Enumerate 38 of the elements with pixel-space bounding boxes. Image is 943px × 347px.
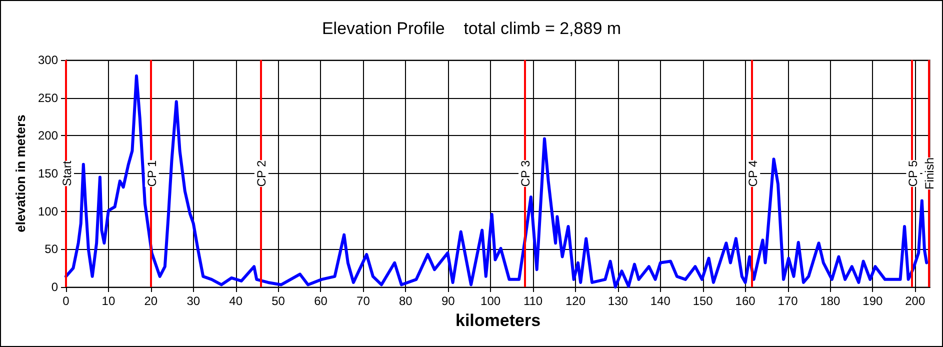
- x-tick-label: 20: [144, 294, 158, 308]
- x-tick-label: 190: [862, 294, 884, 308]
- y-axis-title: elevation in meters: [13, 114, 28, 232]
- y-tick-label: 50: [44, 242, 58, 256]
- y-tick-label: 250: [38, 90, 58, 105]
- ref-line-label: CP 1: [144, 160, 159, 187]
- ref-line-label: CP 3: [518, 160, 533, 187]
- x-tick-label: 120: [565, 294, 586, 308]
- chart-title: Elevation Profile total climb = 2,889 m: [322, 19, 622, 38]
- x-tick-label: 200: [905, 294, 926, 308]
- x-tick-label: 100: [480, 294, 501, 308]
- x-tick-label: 40: [229, 294, 243, 308]
- x-tick-label: 70: [356, 294, 370, 308]
- x-tick-label: 0: [62, 294, 70, 308]
- ref-line-label: CP 4: [746, 160, 760, 187]
- x-tick-label: 30: [186, 294, 200, 308]
- x-tick-label: 170: [778, 294, 798, 308]
- y-tick-label: 150: [38, 166, 58, 180]
- x-tick-label: 60: [314, 294, 328, 308]
- x-tick-label: 130: [608, 294, 628, 308]
- y-tick-label: 100: [38, 204, 58, 218]
- y-tick-label: 200: [38, 128, 58, 143]
- x-tick-label: 90: [441, 294, 456, 308]
- y-tick-label: 300: [38, 53, 58, 67]
- ref-line-label: CP 2: [254, 160, 268, 187]
- y-tick-label: 0: [51, 280, 58, 294]
- x-tick-label: 150: [692, 294, 714, 308]
- ref-line-label: CP 5: [906, 160, 920, 187]
- x-tick-label: 10: [102, 294, 116, 308]
- x-tick-label: 180: [820, 294, 841, 308]
- x-axis-title: kilometers: [455, 310, 541, 330]
- x-tick-label: 140: [650, 294, 671, 308]
- ref-line-label: Start: [60, 160, 74, 186]
- x-tick-label: 80: [398, 294, 413, 308]
- x-tick-label: 160: [735, 294, 756, 308]
- x-tick-label: 50: [272, 294, 286, 308]
- x-tick-label: 110: [523, 294, 543, 308]
- ref-line-label: Finish: [922, 157, 936, 190]
